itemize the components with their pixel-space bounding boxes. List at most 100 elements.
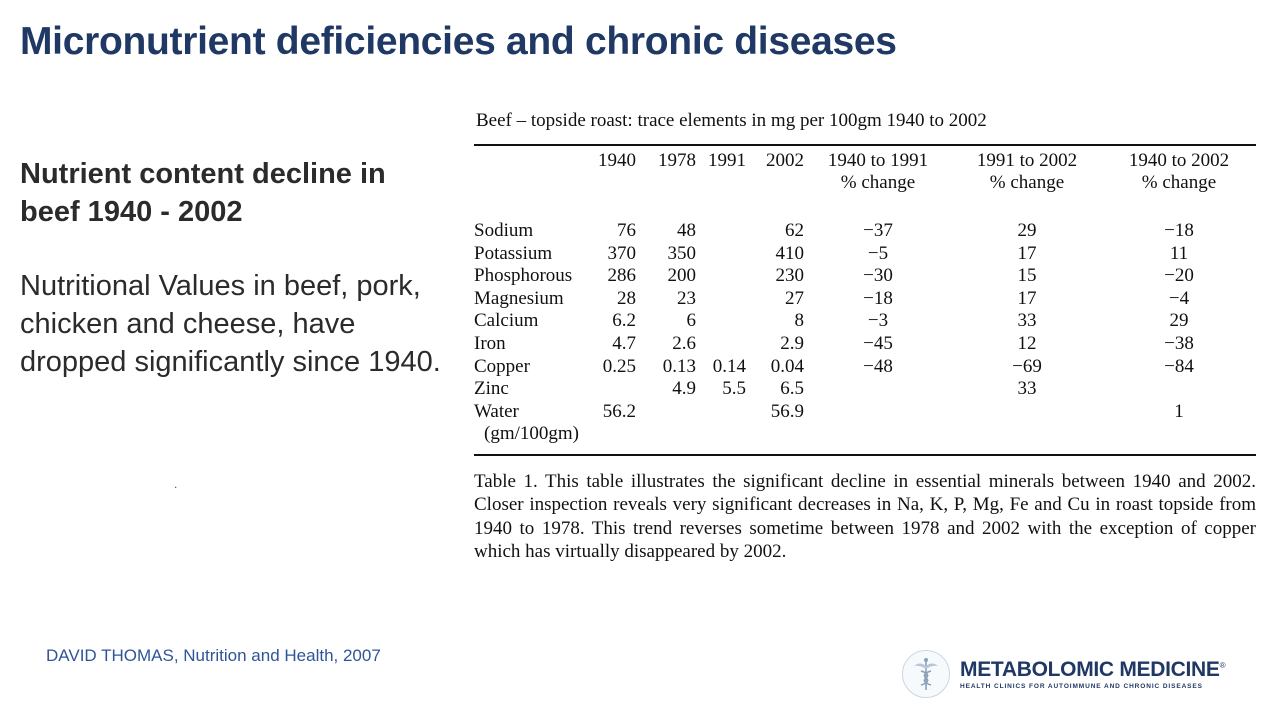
element-name: Phosphorous xyxy=(474,265,573,287)
header-1991: 1991 xyxy=(708,150,746,171)
change-1940-2002: 29 xyxy=(1169,310,1189,332)
table-row: Potassium 370 350 410 −5 17 11 xyxy=(474,243,1256,266)
header-change-1940-1991-line1: 1940 to 1991 xyxy=(827,150,929,171)
table-row: Calcium 6.2 6 8 −3 33 29 xyxy=(474,310,1256,333)
change-1991-2002: 29 xyxy=(1017,220,1037,241)
table-row: Phosphorous 286 200 230 −30 15 −20 xyxy=(474,265,1256,288)
value-1940: 4.7 xyxy=(612,332,636,354)
value-2002: 410 xyxy=(775,242,805,264)
change-1940-2002: −38 xyxy=(1164,332,1194,354)
value-2002: 56.9 xyxy=(770,400,804,422)
header-change-1991-2002-line2: % change xyxy=(989,172,1065,193)
value-1991 xyxy=(696,243,746,266)
left-text-block: Nutrient content decline in beef 1940 - … xyxy=(20,155,450,381)
change-1991-2002: 12 xyxy=(1017,332,1037,354)
change-1940-1991: −48 xyxy=(863,355,893,377)
change-1940-2002: −20 xyxy=(1164,265,1194,287)
brand-tagline: HEALTH CLINICS FOR AUTOIMMUNE AND CHRONI… xyxy=(960,683,1203,690)
table-top-rule xyxy=(474,144,1256,146)
table-title: Beef – topside roast: trace elements in … xyxy=(476,110,987,131)
header-2002: 2002 xyxy=(766,150,804,171)
table-row: Water 56.2 56.9 1 xyxy=(474,401,1256,424)
change-1940-1991 xyxy=(804,378,952,401)
caduceus-icon xyxy=(902,650,950,698)
table-row-unit: (gm/100gm) xyxy=(474,423,1256,446)
value-1940 xyxy=(574,378,636,401)
element-name: Copper xyxy=(474,355,530,377)
value-1991: 5.5 xyxy=(722,378,746,400)
value-1991: 0.14 xyxy=(712,355,746,377)
header-element xyxy=(474,150,574,194)
change-1940-1991: −30 xyxy=(863,265,893,287)
header-1978: 1978 xyxy=(658,150,696,171)
table-row: Copper 0.25 0.13 0.14 0.04 −48 −69 −84 xyxy=(474,356,1256,379)
value-1978: 350 xyxy=(667,242,697,264)
element-name: Zinc xyxy=(474,378,509,400)
brand-name: METABOLOMIC MEDICINE® xyxy=(960,658,1226,681)
change-1940-2002: −84 xyxy=(1164,355,1194,377)
value-1940: 370 xyxy=(607,242,637,264)
value-1940: 76 xyxy=(617,220,636,241)
change-1991-2002 xyxy=(952,401,1102,424)
value-2002: 27 xyxy=(785,287,804,309)
body-text: Nutritional Values in beef, pork, chicke… xyxy=(20,270,441,378)
value-1991 xyxy=(696,401,746,424)
header-change-1991-2002-line1: 1991 to 2002 xyxy=(976,150,1078,171)
value-1978: 2.6 xyxy=(672,332,696,354)
value-1991 xyxy=(696,288,746,311)
value-1978 xyxy=(636,401,696,424)
subheading: Nutrient content decline in beef 1940 - … xyxy=(20,158,386,228)
element-name: Potassium xyxy=(474,242,553,264)
value-1978: 4.9 xyxy=(672,378,696,400)
brand-logo: METABOLOMIC MEDICINE® HEALTH CLINICS FOR… xyxy=(902,648,1242,700)
header-change-1940-1991: 1940 to 1991 % change xyxy=(804,150,952,194)
value-1978: 0.13 xyxy=(662,355,696,377)
value-2002: 230 xyxy=(775,265,805,287)
value-1940: 56.2 xyxy=(602,400,636,422)
spacer-row xyxy=(474,194,1256,220)
change-1940-1991: −18 xyxy=(863,287,893,309)
value-1940: 286 xyxy=(607,265,637,287)
header-row: 1940 1978 1991 2002 1940 to 1991 % chang… xyxy=(474,150,1256,194)
change-1940-2002 xyxy=(1102,378,1256,401)
value-1991 xyxy=(696,220,746,243)
nutrient-table: 1940 1978 1991 2002 1940 to 1991 % chang… xyxy=(474,150,1256,446)
stray-dot: . xyxy=(174,477,178,491)
element-name: Sodium xyxy=(474,220,534,241)
element-name: Magnesium xyxy=(474,287,564,309)
change-1991-2002: 17 xyxy=(1017,242,1037,264)
table-row: Sodium 76 48 62 −37 29 −18 xyxy=(474,220,1256,243)
change-1991-2002: 15 xyxy=(1017,265,1037,287)
change-1940-1991: −37 xyxy=(863,220,893,241)
citation: DAVID THOMAS, Nutrition and Health, 2007 xyxy=(46,646,381,665)
change-1940-2002: 1 xyxy=(1174,400,1184,422)
value-1978: 48 xyxy=(677,220,696,241)
table-row: Iron 4.7 2.6 2.9 −45 12 −38 xyxy=(474,333,1256,356)
element-name: Water xyxy=(474,400,519,422)
element-name: Iron xyxy=(474,332,506,354)
change-1940-2002: 11 xyxy=(1169,242,1189,264)
change-1940-1991: −3 xyxy=(867,310,889,332)
header-1940: 1940 xyxy=(598,150,636,171)
value-2002: 0.04 xyxy=(770,355,804,377)
table-row: Zinc 4.9 5.5 6.5 33 xyxy=(474,378,1256,401)
element-name: Calcium xyxy=(474,310,539,332)
value-2002: 62 xyxy=(785,220,804,241)
change-1991-2002: 17 xyxy=(1017,287,1037,309)
header-change-1940-2002-line2: % change xyxy=(1141,172,1217,193)
header-change-1991-2002: 1991 to 2002 % change xyxy=(952,150,1102,194)
table-row: Magnesium 28 23 27 −18 17 −4 xyxy=(474,288,1256,311)
table-bottom-rule xyxy=(474,453,1256,456)
change-1940-1991: −5 xyxy=(867,242,889,264)
value-1940: 6.2 xyxy=(612,310,636,332)
change-1991-2002: −69 xyxy=(1012,355,1042,377)
change-1940-2002: −18 xyxy=(1164,220,1194,241)
value-1940: 0.25 xyxy=(602,355,636,377)
table-figure: Beef – topside roast: trace elements in … xyxy=(474,110,1256,564)
value-1991 xyxy=(696,333,746,356)
change-1940-1991: −45 xyxy=(863,332,893,354)
value-1940: 28 xyxy=(617,287,636,309)
value-1978: 200 xyxy=(667,265,697,287)
change-1991-2002: 33 xyxy=(1017,310,1037,332)
water-unit: (gm/100gm) xyxy=(484,423,579,445)
